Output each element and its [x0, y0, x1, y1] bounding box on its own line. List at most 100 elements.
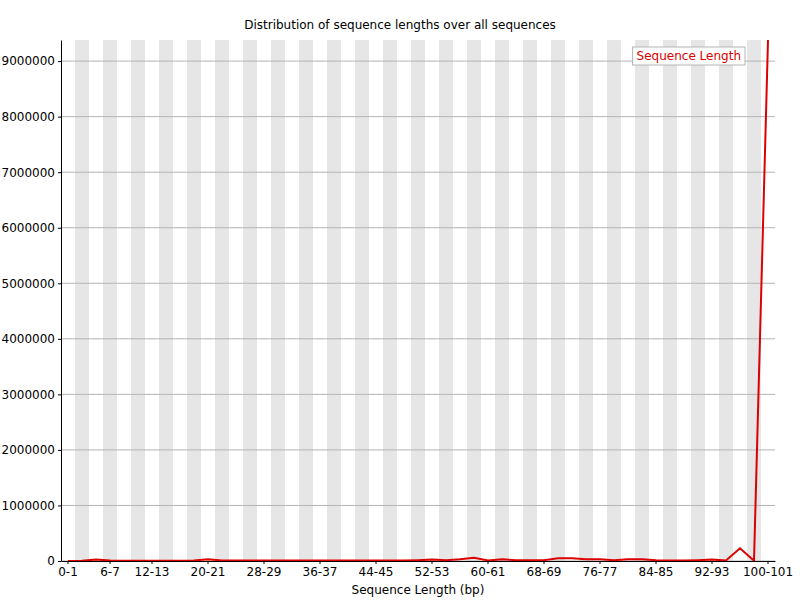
x-tick-label: 52-53	[415, 565, 450, 579]
x-tick-label: 12-13	[135, 565, 170, 579]
stripe	[467, 40, 481, 561]
y-tick: 1000000	[2, 499, 61, 513]
stripes	[75, 40, 761, 561]
y-tick: 7000000	[2, 166, 61, 180]
chart: 0 1000000 2000000 3000000 4000000 5000000 6000…	[0, 0, 800, 600]
y-tick-mark	[58, 172, 61, 173]
x-tick: 44-45	[359, 561, 394, 579]
legend-label: Sequence Length	[637, 49, 741, 63]
y-tick: 2000000	[2, 443, 61, 457]
stripe	[691, 40, 705, 561]
title: Distribution of sequence lengths over al…	[244, 18, 556, 32]
y-tick-mark	[58, 61, 61, 62]
x-tick-label: 60-61	[471, 565, 506, 579]
x-tick: 52-53	[415, 561, 450, 579]
grid-line	[61, 172, 775, 173]
y-tick-mark	[58, 394, 61, 395]
grid-line	[61, 116, 775, 117]
plot-area	[68, 40, 768, 561]
y-tick-label: 8000000	[2, 110, 55, 124]
x-tick: 6-7	[100, 561, 120, 579]
y-tick-label: 2000000	[2, 443, 55, 457]
stripe	[523, 40, 537, 561]
stripe	[159, 40, 173, 561]
y-tick-label: 6000000	[2, 221, 55, 235]
x-tick: 60-61	[471, 561, 506, 579]
y-tick-mark	[58, 228, 61, 229]
y-tick: 3000000	[2, 388, 61, 402]
x-axis-title: Sequence Length (bp)	[352, 583, 485, 597]
stripe	[411, 40, 425, 561]
legend: Sequence Length	[633, 47, 745, 65]
stripe	[299, 40, 313, 561]
y-tick-mark	[58, 561, 61, 562]
x-tick: 36-37	[303, 561, 338, 579]
stripe	[383, 40, 397, 561]
x-tick-label: 28-29	[247, 565, 282, 579]
grid	[61, 61, 775, 561]
grid-line	[61, 283, 775, 284]
y-tick-label: 7000000	[2, 166, 55, 180]
x-tick: 68-69	[527, 561, 562, 579]
grid-line	[61, 227, 775, 228]
y-tick-label: 9000000	[2, 54, 55, 68]
y-tick-mark	[58, 117, 61, 118]
x-tick-label: 0-1	[58, 565, 78, 579]
y-tick-label: 5000000	[2, 277, 55, 291]
stripe	[551, 40, 565, 561]
y-tick-mark	[58, 505, 61, 506]
stripe	[75, 40, 89, 561]
y-tick: 8000000	[2, 110, 61, 124]
x-tick: 28-29	[247, 561, 282, 579]
x-tick: 100-101	[743, 561, 793, 579]
x-tick-label: 68-69	[527, 565, 562, 579]
stripe	[579, 40, 593, 561]
stripe	[327, 40, 341, 561]
x-tick-label: 84-85	[639, 565, 674, 579]
y-axis: 0 1000000 2000000 3000000 4000000 5000000 6000…	[2, 41, 62, 569]
y-tick-mark	[58, 450, 61, 451]
y-tick: 4000000	[2, 332, 61, 346]
x-tick-label: 44-45	[359, 565, 394, 579]
x-axis: 0-1 6-7 12-13 20-21 28-29 36-37 44-45 52-53 60-6…	[58, 561, 793, 579]
stripe	[607, 40, 621, 561]
y-tick-label: 0	[47, 554, 55, 568]
y-tick-label: 3000000	[2, 388, 55, 402]
y-tick: 5000000	[2, 277, 61, 291]
x-axis-line	[62, 561, 776, 562]
stripe	[103, 40, 117, 561]
y-tick-mark	[58, 339, 61, 340]
stripe	[439, 40, 453, 561]
x-tick-label: 100-101	[743, 565, 793, 579]
y-tick: 6000000	[2, 221, 61, 235]
x-tick-label: 20-21	[191, 565, 226, 579]
legend-box	[633, 47, 745, 65]
x-tick-label: 92-93	[695, 565, 730, 579]
stripe	[635, 40, 649, 561]
y-axis-line	[61, 41, 62, 562]
grid-line	[61, 338, 775, 339]
x-tick: 76-77	[583, 561, 618, 579]
series-line	[68, 40, 768, 561]
y-tick: 9000000	[2, 54, 61, 68]
x-tick: 84-85	[639, 561, 674, 579]
stripe	[663, 40, 677, 561]
y-tick-label: 1000000	[2, 499, 55, 513]
stripe	[271, 40, 285, 561]
stripe	[187, 40, 201, 561]
grid-line	[61, 394, 775, 395]
y-tick-mark	[58, 283, 61, 284]
grid-line	[61, 505, 775, 506]
x-tick-label: 76-77	[583, 565, 618, 579]
x-tick-label: 6-7	[100, 565, 120, 579]
y-tick-label: 4000000	[2, 332, 55, 346]
stripe	[215, 40, 229, 561]
x-tick-label: 36-37	[303, 565, 338, 579]
grid-line	[61, 449, 775, 450]
x-tick: 12-13	[135, 561, 170, 579]
stripe	[131, 40, 145, 561]
stripe	[719, 40, 733, 561]
x-tick: 20-21	[191, 561, 226, 579]
stripe	[355, 40, 369, 561]
stripe	[243, 40, 257, 561]
